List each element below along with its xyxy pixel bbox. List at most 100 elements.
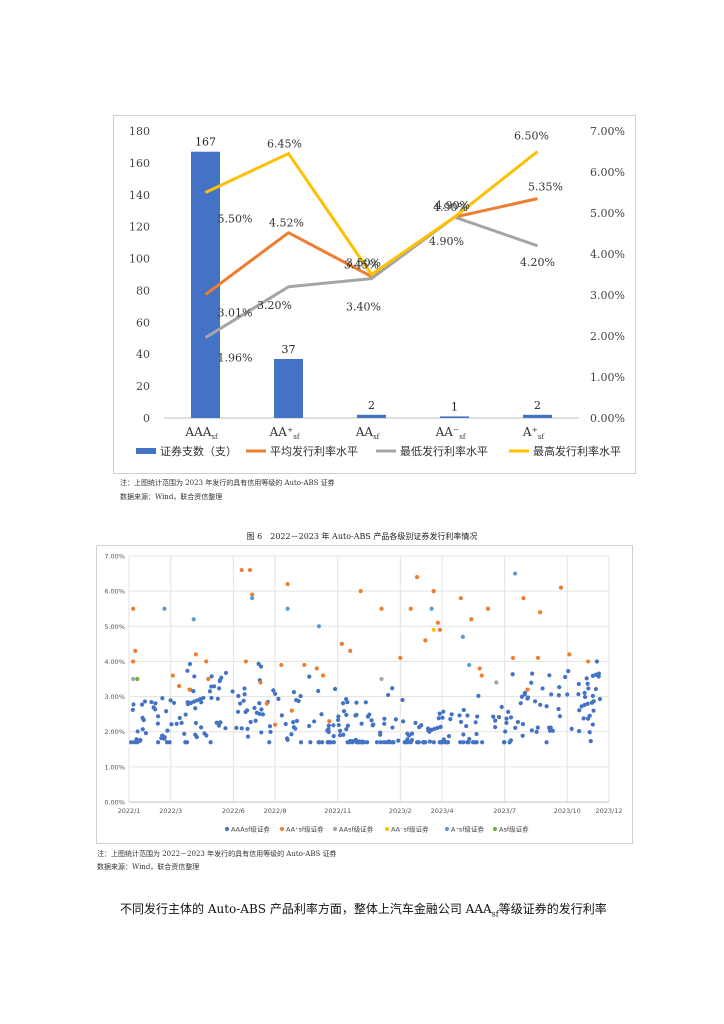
chart2-point-aaa	[193, 706, 198, 711]
chart2-point-aaplus	[327, 719, 332, 724]
chart2-point-aaa	[354, 700, 359, 705]
chart2-point-aaa	[594, 659, 599, 664]
chart2-point-aaa	[164, 740, 170, 745]
chart2-point-aa	[494, 680, 499, 685]
chart2-point-aaa	[354, 712, 359, 717]
chart2-point-aaa	[401, 719, 406, 724]
chart2-point-aaa	[248, 719, 253, 725]
chart2-point-aaa	[138, 737, 143, 743]
chart2-point-aaa	[519, 694, 525, 699]
chart1-line-label: 6.45%	[267, 138, 302, 151]
chart2-point-aaa	[216, 723, 222, 728]
chart2-point-aaa	[557, 714, 563, 719]
chart2-point-aplus	[316, 624, 322, 629]
chart2-point-aaa	[441, 709, 446, 714]
chart2-point-aaa	[382, 721, 387, 726]
chart2-point-aaa	[258, 664, 264, 669]
chart1-yleft-tick: 100	[129, 253, 150, 266]
chart1-bar-label: 167	[195, 136, 216, 149]
chart2-point-aaa	[252, 705, 257, 711]
chart1-line-label: 3.01%	[218, 307, 253, 320]
chart2-point-aaplus	[176, 683, 182, 689]
chart2-legend-label: AAsf级证券	[339, 825, 374, 834]
chart2-point-aaa	[464, 723, 469, 729]
chart2-legend-label: A⁺sf级证券	[451, 825, 485, 834]
chart1-note: 注：上图统计范围为 2023 年发行的具有信用等级的 Auto-ABS 证券	[120, 479, 335, 487]
chart2-point-aaa	[502, 740, 507, 745]
chart2-point-aaa	[582, 690, 587, 695]
chart2-point-aaa	[298, 740, 304, 745]
chart2-point-aaa	[140, 727, 145, 732]
chart2-point-aaa	[131, 702, 136, 707]
chart2-point-aaa	[439, 740, 444, 745]
chart2-point-aaa	[179, 720, 184, 725]
chart2-point-aaa	[532, 699, 538, 704]
chart2-point-aaa	[183, 740, 188, 745]
chart2-point-aaa	[363, 700, 368, 705]
chart2-point-aaa	[374, 740, 380, 745]
chart2-point-aplus	[250, 596, 255, 601]
chart1-line-label: 4.90%	[433, 201, 468, 214]
chart2-point-aaa	[544, 704, 549, 709]
chart2-point-aaplus	[239, 567, 244, 573]
chart2-point-aaplus	[535, 655, 541, 661]
chart1-yleft-tick: 40	[136, 348, 150, 361]
chart2-point-aaa	[535, 725, 540, 730]
chart2-point-aaa	[566, 669, 571, 674]
chart2-point-aaplus	[586, 659, 591, 664]
chart1-line-label: 3.20%	[257, 299, 292, 312]
chart2-point-aaa	[556, 693, 561, 698]
chart2-point-aaa	[467, 736, 472, 742]
chart2-point-aaa	[245, 734, 251, 739]
chart2-point-aaa	[344, 727, 349, 732]
chart2-point-aaa	[465, 740, 470, 745]
chart2-point-aaa	[336, 722, 341, 728]
paragraph-text-before: 不同发行主体的 Auto-ABS 产品利率方面，整体上汽车金融公司 AAA	[120, 902, 492, 916]
chart2-point-aaplus	[435, 620, 440, 625]
chart1-line-1	[204, 215, 538, 339]
chart1-x-tick: AA⁺sf	[269, 425, 301, 441]
chart2-point-aaplus	[247, 567, 253, 573]
chart2-point-aaa	[437, 711, 442, 716]
chart2-point-aaplus	[431, 589, 436, 594]
chart2-point-aaa	[268, 729, 273, 735]
chart2-frame: 0.00% 1.00% 2.00% 3.00% 4.00% 5.00% 6.00% 7.00%…	[96, 545, 633, 844]
chart2-point-aaa	[217, 678, 222, 684]
chart1-bar-label: 2	[368, 399, 375, 412]
chart2-point-aaa	[259, 707, 264, 712]
chart2-point-aaa	[384, 740, 390, 745]
chart1-line-0	[204, 197, 538, 296]
chart2-point-aaa	[331, 733, 336, 739]
chart2-point-aaa	[414, 740, 420, 745]
chart2-legend-swatch	[279, 826, 285, 832]
chart2-y-tick: 4.00%	[104, 658, 125, 666]
chart2-point-aaplus	[285, 582, 290, 587]
chart2-x-tick: 2022/1	[118, 807, 141, 815]
chart2-point-aaa	[337, 733, 343, 738]
chart2-point-aaa	[510, 672, 515, 677]
chart2-caption: 图 6 2022－2023 年 Auto-ABS 产品各级别证券发行利率情况	[246, 532, 478, 541]
chart2-point-aaminus	[431, 627, 436, 632]
chart2-point-aaplus	[314, 666, 319, 671]
chart2-point-aaa	[457, 713, 462, 718]
chart2-point-aaa	[242, 686, 247, 691]
chart2-point-aaa	[493, 725, 498, 730]
chart2-y-tick: 1.00%	[104, 763, 125, 771]
chart2-point-aaa	[209, 674, 214, 679]
chart2-point-aaa	[408, 740, 413, 745]
chart2-point-aaa	[345, 740, 350, 745]
chart2-x-tick: 2022/11	[324, 807, 351, 815]
chart1-line-label: 5.50%	[218, 213, 253, 226]
chart2-point-aaa	[382, 716, 387, 721]
chart2-point-aaplus	[320, 673, 326, 678]
chart2-point-aaa	[199, 725, 204, 730]
chart2-point-aaplus	[339, 641, 344, 646]
chart2-legend-swatch	[224, 826, 230, 832]
chart1-yleft-tick: 180	[129, 125, 150, 138]
chart2-point-aaa	[223, 670, 229, 676]
chart2-x-tick: 2023/10	[554, 807, 581, 815]
chart1-line-label: 4.90%	[429, 235, 464, 248]
chart2-point-aaa	[199, 700, 204, 705]
chart2-point-aaa	[556, 706, 561, 712]
chart2-point-aplus	[162, 606, 167, 611]
